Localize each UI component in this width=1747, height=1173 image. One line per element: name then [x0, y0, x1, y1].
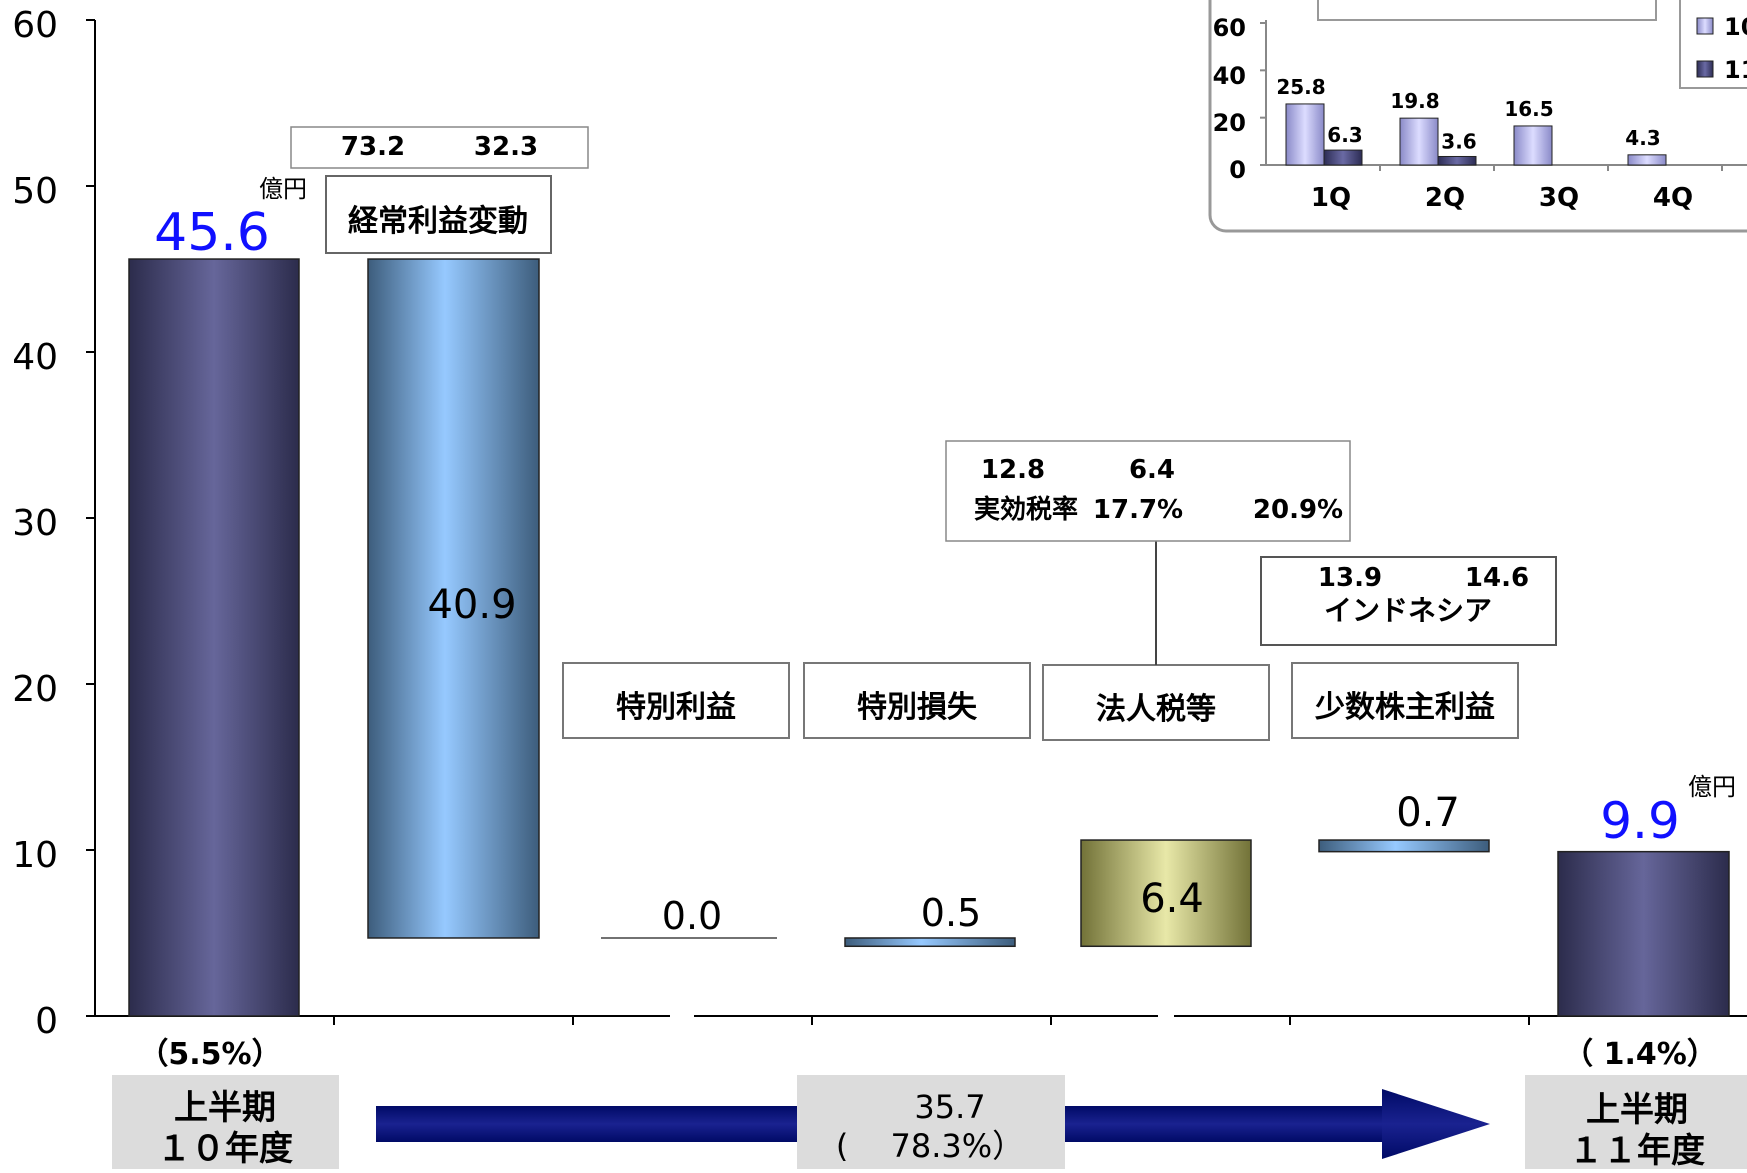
unit-label-right: 億円 [1688, 773, 1736, 801]
ordinary-top-value-b: 32.3 [474, 132, 538, 162]
y-tick-label: 20 [12, 669, 58, 710]
inset-bar-10-2Q [1399, 117, 1439, 166]
left-ratio: （5.5%） [138, 1037, 281, 1072]
inset-bar-10-3Q [1513, 125, 1553, 166]
ordinary-top-value-a: 73.2 [341, 132, 405, 162]
bar-ordinary-change [367, 258, 540, 939]
inset-data-label: 3.6 [1441, 129, 1476, 153]
ordinary-label: 経常利益変動 [348, 204, 528, 239]
value-label-special-loss: 0.5 [921, 891, 981, 935]
left-period-line1: 上半期 [174, 1088, 276, 1128]
bar-special-loss [844, 937, 1016, 948]
inset-y-tick: 20 [1213, 109, 1246, 137]
right-ratio: （ 1.4%） [1563, 1037, 1717, 1072]
left-period-box: 上半期 １０年度 [112, 1075, 339, 1169]
tax-note-rate-b: 20.9% [1253, 495, 1343, 525]
inset-y-tick: 40 [1213, 62, 1246, 90]
value-label-end: 9.9 [1600, 792, 1680, 850]
inset-chart: 10 11 1Q 2Q 3Q 4Q 60 40 20 0 25.86.3 19.83.6… [1208, 0, 1747, 233]
tax-note-rate-a: 17.7% [1093, 495, 1183, 525]
inset-data-label: 6.3 [1327, 123, 1362, 147]
minority-note-value-b: 14.6 [1465, 563, 1529, 593]
bar-start-total [128, 258, 300, 1017]
y-tick-label: 0 [35, 1001, 58, 1042]
minority-note-value-a: 13.9 [1318, 563, 1382, 593]
bar-end-total [1557, 850, 1730, 1017]
middle-summary-line1: 35.7 [914, 1088, 985, 1126]
tax-label: 法人税等 [1096, 692, 1216, 727]
inset-data-label: 16.5 [1504, 97, 1553, 121]
legend-swatch-10 [1696, 17, 1714, 35]
bar-minority [1318, 839, 1490, 853]
inset-y-tick: 60 [1213, 14, 1246, 42]
minority-box: 少数株主利益 [1291, 662, 1519, 739]
value-label-minority: 0.7 [1396, 790, 1460, 836]
inset-y-tick: 0 [1229, 156, 1246, 184]
tax-note-rate-label: 実効税率 [974, 494, 1078, 525]
y-tick-label: 40 [12, 337, 58, 378]
y-tick-label: 10 [12, 835, 58, 876]
left-period-line2: １０年度 [157, 1129, 293, 1169]
special-gain-label: 特別利益 [616, 690, 736, 725]
inset-x-tick-label: 4Q [1653, 183, 1693, 213]
unit-label-left: 億円 [259, 175, 307, 203]
special-loss-box: 特別損失 [803, 662, 1031, 739]
inset-data-label: 25.8 [1276, 75, 1325, 99]
value-label-ordinary: 40.9 [427, 582, 516, 628]
y-tick-label: 60 [12, 5, 58, 46]
inset-data-label: 4.3 [1625, 126, 1660, 150]
inset-bar-11-2Q [1437, 155, 1477, 166]
legend-label-11: 11 [1724, 56, 1747, 84]
right-period-box: 上半期 １１年度 [1525, 1075, 1747, 1171]
inset-data-label: 19.8 [1390, 89, 1439, 113]
tax-box: 法人税等 [1042, 664, 1270, 741]
y-tick-label: 50 [12, 171, 58, 212]
inset-x-tick-label: 3Q [1539, 183, 1579, 213]
ordinary-box: 経常利益変動 [325, 175, 552, 254]
value-label-start: 45.6 [154, 203, 270, 263]
inset-x-tick-label: 2Q [1425, 183, 1465, 213]
tax-note-value-b: 6.4 [1129, 455, 1175, 485]
middle-summary-line2: ( 78.3%） [836, 1127, 1024, 1165]
legend-swatch-11 [1696, 60, 1714, 78]
legend-label-10: 10 [1724, 13, 1747, 41]
inset-bar-10-1Q [1285, 103, 1325, 166]
special-loss-label: 特別損失 [857, 690, 978, 725]
tax-note-box: 12.8 6.4 実効税率 17.7% 20.9% [945, 440, 1351, 665]
inset-bar-10-4Q [1627, 154, 1667, 166]
special-gain-box: 特別利益 [562, 662, 790, 739]
right-period-line2: １１年度 [1569, 1131, 1705, 1169]
minority-label: 少数株主利益 [1315, 690, 1495, 725]
right-period-line1: 上半期 [1586, 1090, 1688, 1130]
ordinary-top-box: 73.2 32.3 [290, 126, 589, 169]
y-axis: 60 50 40 30 20 10 0 [12, 5, 1530, 1042]
middle-summary-box: 35.7 ( 78.3%） [797, 1075, 1065, 1169]
inset-bar-11-1Q [1323, 149, 1363, 166]
inset-legend: 10 11 [1696, 13, 1747, 84]
value-label-tax: 6.4 [1140, 876, 1204, 922]
bar-tax [1080, 839, 1252, 948]
y-tick-label: 30 [12, 503, 58, 544]
minority-note-box: 13.9 14.6 インドネシア [1260, 556, 1557, 646]
tax-note-value-a: 12.8 [981, 455, 1045, 485]
minority-note-country: インドネシア [1324, 594, 1492, 627]
value-label-special-gain: 0.0 [662, 894, 722, 938]
inset-x-tick-label: 1Q [1311, 183, 1351, 213]
